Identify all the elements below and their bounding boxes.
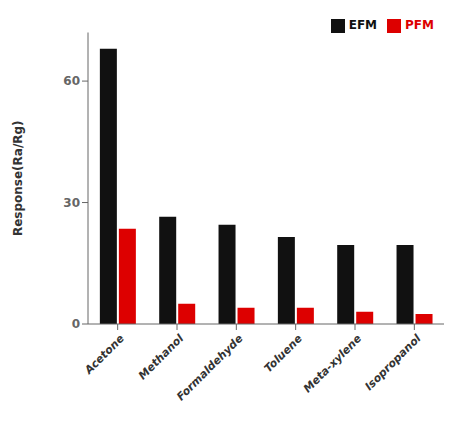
svg-text:Methanol: Methanol <box>136 332 186 382</box>
svg-text:Toluene: Toluene <box>262 332 306 376</box>
svg-text:Response(Ra/Rg): Response(Ra/Rg) <box>11 120 25 236</box>
html-text:PFM: PFM <box>405 18 434 32</box>
svg-text:Acetone: Acetone <box>81 332 127 378</box>
svg-text:Formaldehyde: Formaldehyde <box>174 332 246 404</box>
svg-text:30: 30 <box>63 196 80 210</box>
svg-text:0: 0 <box>72 317 80 331</box>
svg-text:Isopropanol: Isopropanol <box>362 332 423 393</box>
svg-text:Meta-xylene: Meta-xylene <box>301 332 365 396</box>
svg-text:60: 60 <box>63 74 80 88</box>
html-text:EFM: EFM <box>348 18 378 32</box>
